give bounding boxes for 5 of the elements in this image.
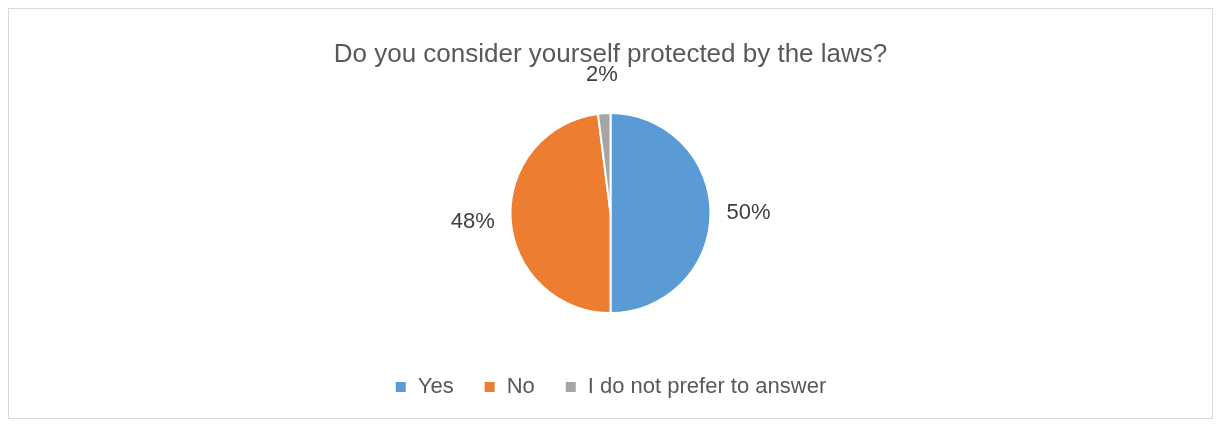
legend-label: I do not prefer to answer (587, 373, 827, 399)
data-label: 50% (726, 199, 771, 225)
data-label: 48% (450, 207, 495, 233)
legend-label: No (506, 373, 535, 399)
legend-label: Yes (417, 373, 454, 399)
